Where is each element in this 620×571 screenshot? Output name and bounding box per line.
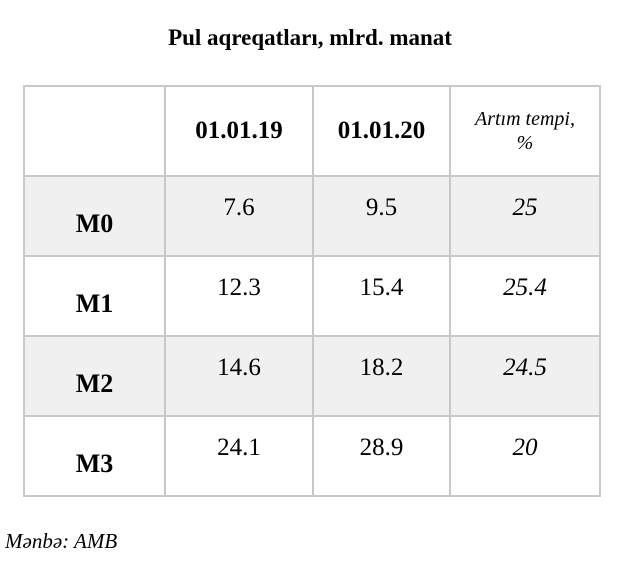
- header-2020: 01.01.20: [312, 85, 451, 177]
- value-2020: 15.4: [312, 255, 451, 337]
- row-label: M3: [23, 415, 166, 497]
- header-2019: 01.01.19: [164, 85, 314, 177]
- value-2019: 14.6: [164, 335, 314, 417]
- header-growth: Artım tempi, %: [449, 85, 601, 177]
- header-row: 01.01.19 01.01.20 Artım tempi, %: [23, 85, 601, 177]
- value-2020: 18.2: [312, 335, 451, 417]
- value-2019: 24.1: [164, 415, 314, 497]
- value-2019: 7.6: [164, 175, 314, 257]
- monetary-aggregates-table: 01.01.19 01.01.20 Artım tempi, % M0 7.6 …: [23, 85, 601, 497]
- value-2020: 9.5: [312, 175, 451, 257]
- row-label: M0: [23, 175, 166, 257]
- value-2020: 28.9: [312, 415, 451, 497]
- value-growth: 24.5: [449, 335, 601, 417]
- value-growth: 20: [449, 415, 601, 497]
- value-growth: 25: [449, 175, 601, 257]
- row-label: M2: [23, 335, 166, 417]
- table-row: M0 7.6 9.5 25: [23, 175, 601, 257]
- table-row: M3 24.1 28.9 20: [23, 415, 601, 497]
- table-row: M2 14.6 18.2 24.5: [23, 335, 601, 417]
- header-empty: [23, 85, 166, 177]
- table-row: M1 12.3 15.4 25.4: [23, 255, 601, 337]
- value-growth: 25.4: [449, 255, 601, 337]
- value-2019: 12.3: [164, 255, 314, 337]
- table-title: Pul aqreqatları, mlrd. manat: [168, 25, 452, 50]
- source-note: Mənbə: AMB: [5, 529, 118, 553]
- row-label: M1: [23, 255, 166, 337]
